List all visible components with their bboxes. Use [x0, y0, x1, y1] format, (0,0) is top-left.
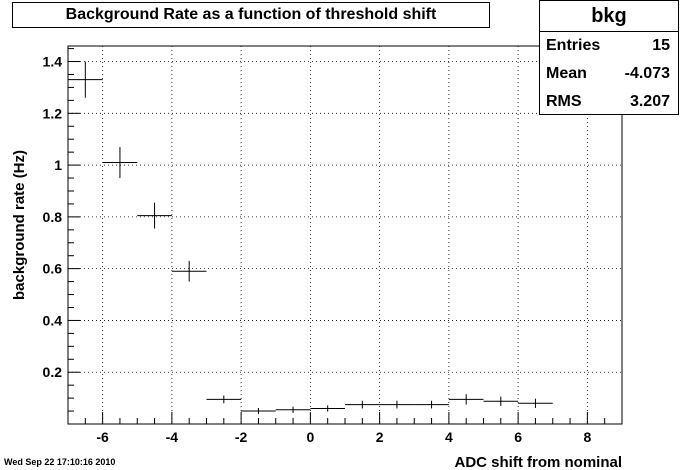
- stats-row-rms: RMS 3.207: [540, 88, 678, 116]
- data-points: [68, 61, 553, 415]
- y-tick-label: 1: [54, 157, 62, 173]
- data-point-2: [102, 146, 138, 179]
- grid-lines: [68, 46, 622, 424]
- timestamp: Wed Sep 22 17:10:16 2010: [4, 457, 116, 467]
- stats-entries-value: 15: [652, 37, 670, 54]
- data-point-12: [448, 394, 484, 405]
- x-tick-label: 2: [376, 429, 384, 445]
- y-tick-label: 1.2: [43, 105, 63, 121]
- stats-entries-label: Entries: [546, 37, 601, 54]
- data-point-4: [171, 260, 207, 282]
- y-tick-label: 0.6: [43, 261, 63, 277]
- axis-tick-labels: -6 -4 -2 0 2 4 6 8 0.2 0.4 0.6 0.8 1 1.2 1.4: [43, 54, 592, 445]
- y-tick-label: 0.4: [43, 312, 63, 328]
- stats-row-entries: Entries 15: [540, 32, 678, 60]
- stats-row-mean: Mean -4.073: [540, 60, 678, 88]
- axis-ticks: [67, 48, 623, 425]
- data-point-1: [68, 61, 103, 98]
- stats-mean-value: -4.073: [624, 65, 670, 82]
- data-point-10: [379, 400, 415, 409]
- x-tick-label: 8: [583, 429, 591, 445]
- data-point-3: [137, 202, 172, 229]
- x-tick-label: -6: [96, 429, 109, 445]
- data-point-14: [518, 398, 553, 408]
- x-axis-label: ADC shift from nominal: [455, 454, 623, 470]
- x-tick-label: 6: [514, 429, 522, 445]
- y-axis-label: background rate (Hz): [11, 150, 28, 300]
- x-tick-label: 4: [445, 429, 453, 445]
- stats-rms-label: RMS: [546, 93, 582, 110]
- data-point-8: [310, 405, 345, 412]
- stats-histogram-name: bkg: [540, 1, 678, 32]
- y-tick-label: 1.4: [43, 54, 63, 70]
- data-point-7: [275, 406, 311, 413]
- data-point-13: [483, 396, 519, 406]
- stats-rms-value: 3.207: [629, 93, 670, 110]
- stats-box: bkg Entries 15 Mean -4.073 RMS 3.207: [539, 0, 679, 115]
- data-point-9: [345, 400, 380, 409]
- x-tick-label: -4: [166, 429, 179, 445]
- chart-title: Background Rate as a function of thresho…: [12, 2, 490, 28]
- stats-mean-label: Mean: [546, 65, 587, 82]
- y-tick-label: 0.8: [43, 209, 63, 225]
- x-tick-label: 0: [306, 429, 314, 445]
- data-point-11: [414, 400, 449, 409]
- data-point-6: [241, 407, 276, 415]
- x-tick-label: -2: [235, 429, 248, 445]
- data-point-5: [206, 395, 242, 404]
- y-tick-label: 0.2: [43, 364, 63, 380]
